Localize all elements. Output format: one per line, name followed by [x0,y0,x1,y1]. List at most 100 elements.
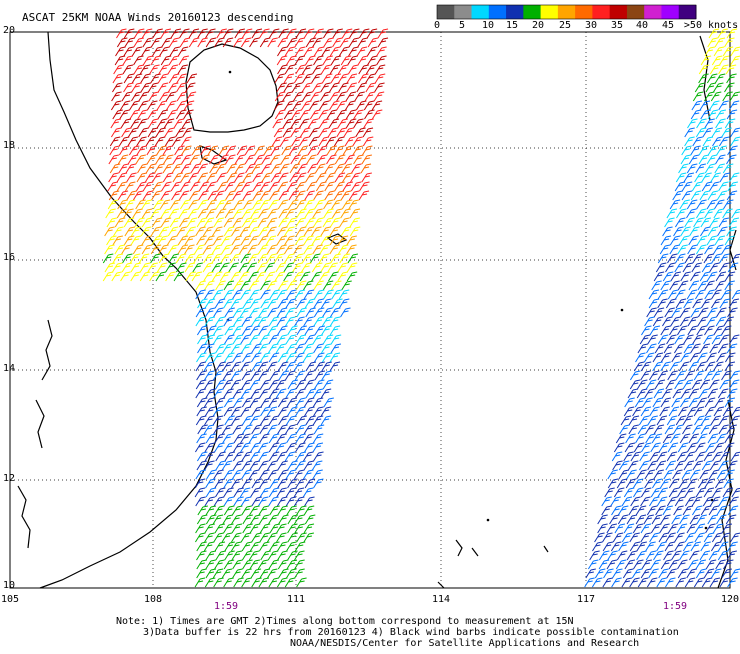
wind-barb [626,514,638,525]
wind-barb [223,280,235,291]
wind-barb [197,37,208,48]
wind-barb [212,415,224,426]
wind-barb [609,514,620,525]
wind-barb [231,523,243,534]
wind-barb [637,424,649,435]
wind-barb [696,199,707,210]
wind-barb [286,343,297,354]
wind-barb [689,514,701,525]
lon-label: 114 [431,594,451,605]
wind-barb [150,37,162,48]
wind-barb [179,37,191,48]
wind-barb [331,199,342,210]
wind-barb [637,577,649,588]
wind-barb [716,352,727,363]
wind-barb [167,244,179,255]
wind-barb [265,235,277,246]
wind-barb [221,460,233,471]
wind-barb [224,352,235,363]
wind-barb [196,460,208,471]
wind-barb [652,397,663,408]
wind-barb [240,388,252,399]
wind-barb [115,46,126,57]
wind-barb [629,370,641,381]
wind-barb [692,298,703,309]
wind-barb [283,262,294,273]
wind-barb [241,505,252,516]
wind-barb [667,370,678,381]
wind-barb [284,235,295,246]
wind-barb [151,217,163,228]
wind-barb [268,199,279,210]
wind-barb [660,361,671,372]
wind-barb [259,469,270,480]
wind-barb [251,532,262,543]
wind-barb [258,226,270,237]
wind-barb [298,136,310,147]
wind-barb [251,163,263,174]
wind-barb [185,91,197,102]
wind-barb [724,469,735,480]
wind-barb [114,55,126,66]
wind-barb [225,190,236,201]
wind-barb [278,190,290,201]
wind-barb [258,514,270,525]
wind-barb [285,316,296,327]
wind-barb [145,136,157,147]
wind-barb [249,415,260,426]
wind-barb [622,568,634,579]
colorbar-swatch [540,5,559,19]
wind-barb [655,505,666,516]
wind-barb [205,568,217,579]
wind-barb [259,190,271,201]
wind-barb [727,460,738,471]
wind-barb [340,208,351,219]
wind-barb [719,172,731,183]
wind-barb [194,577,206,588]
wind-barb [330,343,342,354]
wind-barb [304,514,316,525]
wind-barb [712,136,723,147]
wind-barb [684,451,696,462]
wind-barb [704,325,715,336]
coastline [437,539,549,589]
wind-barb [639,334,651,345]
wind-barb [249,325,261,336]
wind-barb [286,442,297,453]
wind-barb [241,424,253,435]
wind-barb [169,46,180,57]
wind-barb [198,190,209,201]
wind-barb [670,316,681,327]
wind-barb [259,568,271,579]
wind-barb [286,280,298,291]
wind-barb [290,118,301,129]
wind-barb [662,505,673,516]
wind-barb [324,190,335,201]
wind-barb [636,541,647,552]
wind-barb [268,334,279,345]
wind-barb [266,361,278,372]
wind-barb [129,253,141,264]
wind-barb [168,55,180,66]
wind-barb [346,235,357,246]
wind-barb [674,289,686,300]
wind-barb [723,478,734,489]
wind-barb [106,217,118,228]
wind-barb [273,127,285,138]
wind-barb [674,334,685,345]
wind-barb [691,505,703,516]
wind-barb [633,559,644,570]
wind-barb [374,73,386,84]
colorbar-label: 20 [531,20,545,31]
wind-barb [295,379,307,390]
wind-barb [690,541,701,552]
wind-barb [347,64,359,75]
wind-barb [321,73,333,84]
wind-barb [594,532,605,543]
wind-barb [709,181,720,192]
wind-barb [724,118,736,129]
wind-barb [690,343,701,354]
wind-barb [668,478,680,489]
wind-barb [222,28,234,39]
wind-barb [325,136,337,147]
